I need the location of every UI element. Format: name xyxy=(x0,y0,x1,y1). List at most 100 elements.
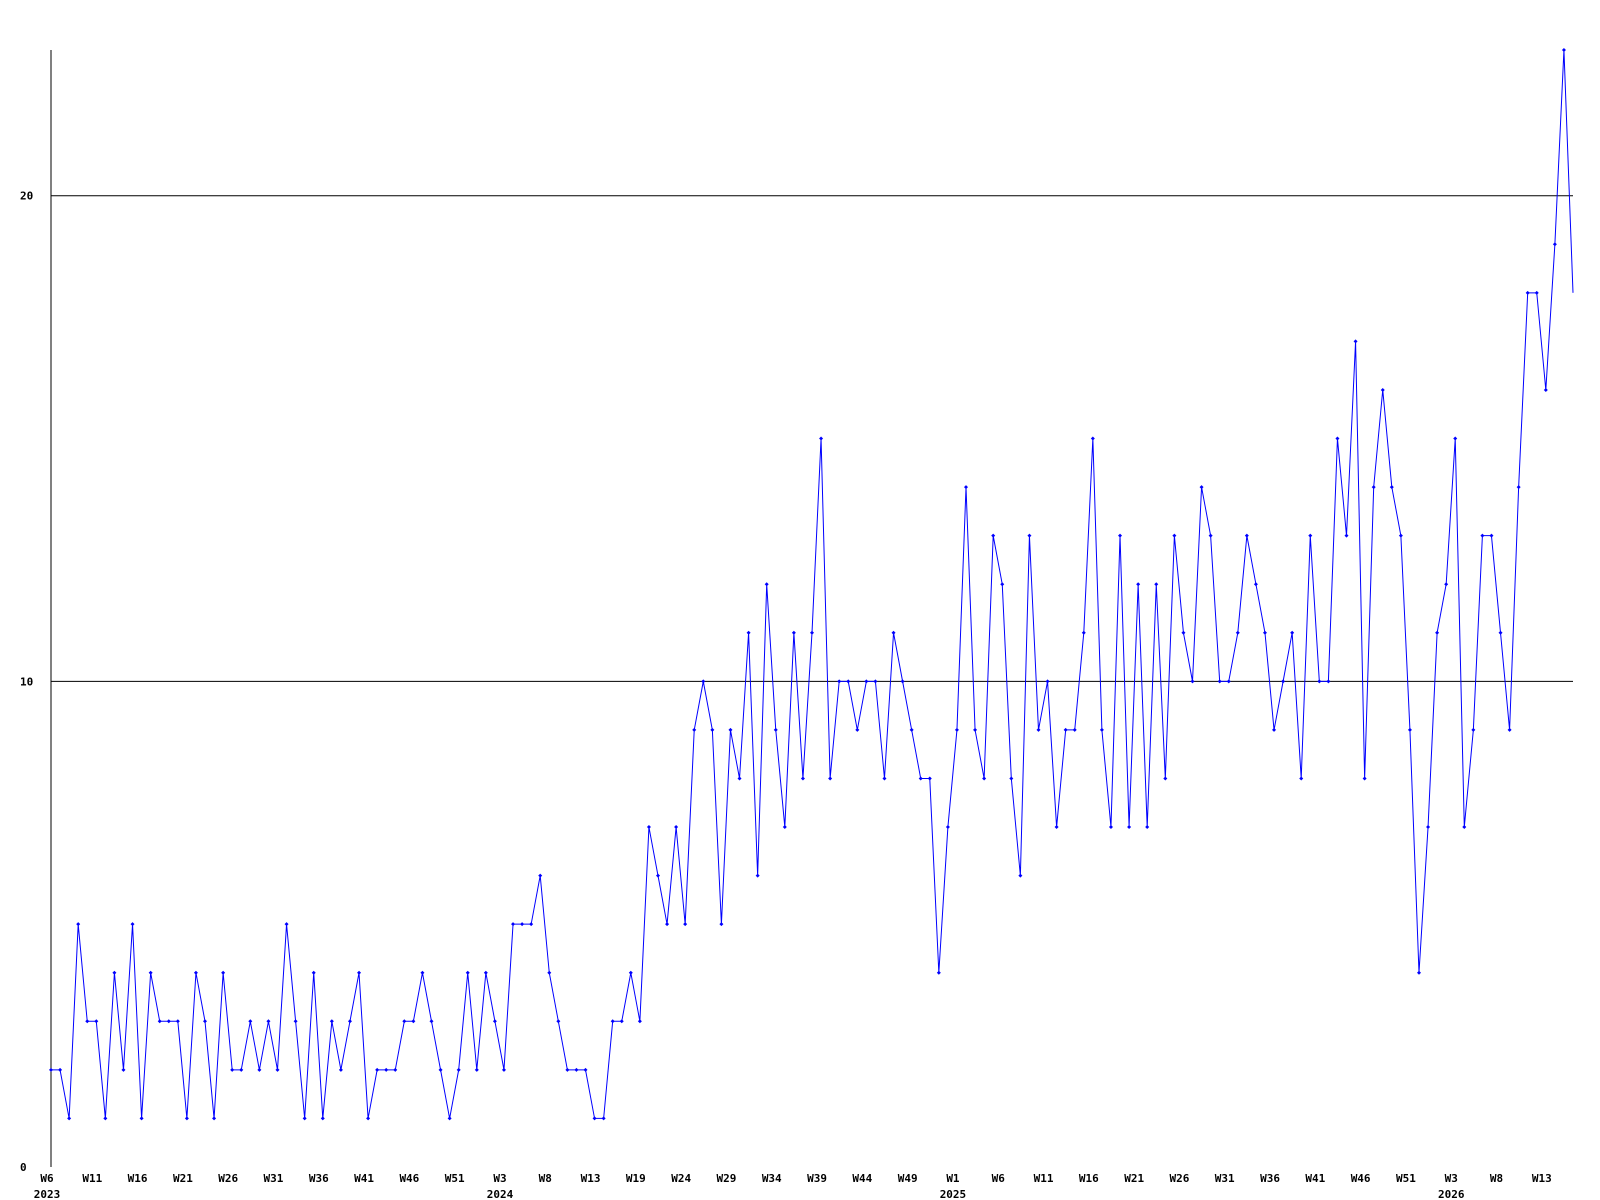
data-point xyxy=(1036,727,1041,732)
data-point xyxy=(112,970,117,975)
x-tick-label: W1 xyxy=(946,1172,960,1185)
data-point xyxy=(547,970,552,975)
x-tick-label: W26 xyxy=(218,1172,238,1185)
data-point xyxy=(628,970,633,975)
data-point xyxy=(746,630,751,635)
data-point xyxy=(1108,825,1113,830)
data-point xyxy=(266,1019,271,1024)
data-point xyxy=(483,970,488,975)
data-point xyxy=(918,776,923,781)
data-point xyxy=(1272,727,1277,732)
data-point xyxy=(810,630,814,635)
data-point xyxy=(900,679,905,684)
data-point xyxy=(1407,727,1412,732)
data-point xyxy=(882,776,887,781)
x-tick-label: W8 xyxy=(1490,1172,1503,1185)
data-point xyxy=(212,1116,217,1121)
data-point xyxy=(248,1019,253,1024)
data-point xyxy=(375,1067,380,1072)
data-point xyxy=(1290,630,1295,635)
data-point xyxy=(1543,387,1548,392)
data-point xyxy=(1326,679,1331,684)
data-point xyxy=(1353,339,1358,344)
data-point xyxy=(1000,582,1005,587)
data-point xyxy=(891,630,896,635)
data-point xyxy=(203,1019,208,1024)
data-point xyxy=(1081,630,1086,635)
data-point xyxy=(583,1067,588,1072)
data-point xyxy=(1181,630,1186,635)
data-point xyxy=(1507,727,1512,732)
data-point xyxy=(565,1067,570,1072)
data-point xyxy=(1090,436,1095,441)
data-point xyxy=(828,776,833,781)
data-point xyxy=(646,825,651,830)
data-point xyxy=(1435,630,1440,635)
data-point xyxy=(438,1067,443,1072)
data-point xyxy=(1163,776,1168,781)
data-point xyxy=(692,727,697,732)
data-point xyxy=(1027,533,1032,538)
data-point xyxy=(284,922,289,927)
data-point xyxy=(420,970,425,975)
data-point xyxy=(728,727,733,732)
data-point xyxy=(384,1067,389,1072)
data-point xyxy=(846,679,851,684)
data-point xyxy=(49,1067,53,1072)
data-point xyxy=(637,1019,642,1024)
data-point xyxy=(193,970,198,975)
data-point xyxy=(1489,533,1494,538)
x-tick-label: W8 xyxy=(539,1172,552,1185)
data-point xyxy=(909,727,914,732)
x-tick-label: W6 xyxy=(40,1172,54,1185)
x-tick-label: W46 xyxy=(399,1172,419,1185)
data-point xyxy=(121,1067,126,1072)
data-point xyxy=(175,1019,180,1024)
data-point xyxy=(1235,630,1240,635)
data-point xyxy=(230,1067,235,1072)
data-point xyxy=(764,582,769,587)
data-point xyxy=(864,679,869,684)
x-tick-label: W3 xyxy=(1445,1172,1458,1185)
data-point xyxy=(1398,533,1403,538)
data-point xyxy=(1262,630,1267,635)
data-point xyxy=(701,679,706,684)
data-point xyxy=(1063,727,1068,732)
data-point xyxy=(1552,242,1557,247)
data-point xyxy=(601,1116,606,1121)
x-tick-label: W51 xyxy=(1396,1172,1416,1185)
data-point xyxy=(1172,533,1177,538)
data-point xyxy=(1471,727,1476,732)
data-point xyxy=(1281,679,1286,684)
data-point xyxy=(1099,727,1104,732)
data-point xyxy=(819,436,824,441)
data-point xyxy=(1208,533,1213,538)
data-point xyxy=(221,970,226,975)
x-tick-label: W41 xyxy=(354,1172,374,1185)
x-tick-label: W3 xyxy=(493,1172,506,1185)
data-point xyxy=(402,1019,407,1024)
data-point xyxy=(1317,679,1322,684)
data-point xyxy=(964,485,969,490)
x-tick-label: W46 xyxy=(1351,1172,1371,1185)
data-point xyxy=(1009,776,1014,781)
data-point xyxy=(782,825,787,830)
data-point xyxy=(1389,485,1394,490)
data-point xyxy=(94,1019,99,1024)
data-point xyxy=(501,1067,506,1072)
data-point xyxy=(148,970,153,975)
data-point xyxy=(1226,679,1231,684)
data-point xyxy=(1498,630,1503,635)
data-point xyxy=(800,776,805,781)
data-point xyxy=(1561,48,1566,52)
data-point xyxy=(157,1019,162,1024)
data-point xyxy=(1145,825,1150,830)
data-point xyxy=(338,1067,343,1072)
data-point xyxy=(103,1116,108,1121)
data-point xyxy=(366,1116,371,1121)
data-point xyxy=(1444,582,1449,587)
data-point xyxy=(1045,679,1050,684)
y-tick-label: 0 xyxy=(20,1161,27,1174)
x-tick-label: W29 xyxy=(717,1172,737,1185)
